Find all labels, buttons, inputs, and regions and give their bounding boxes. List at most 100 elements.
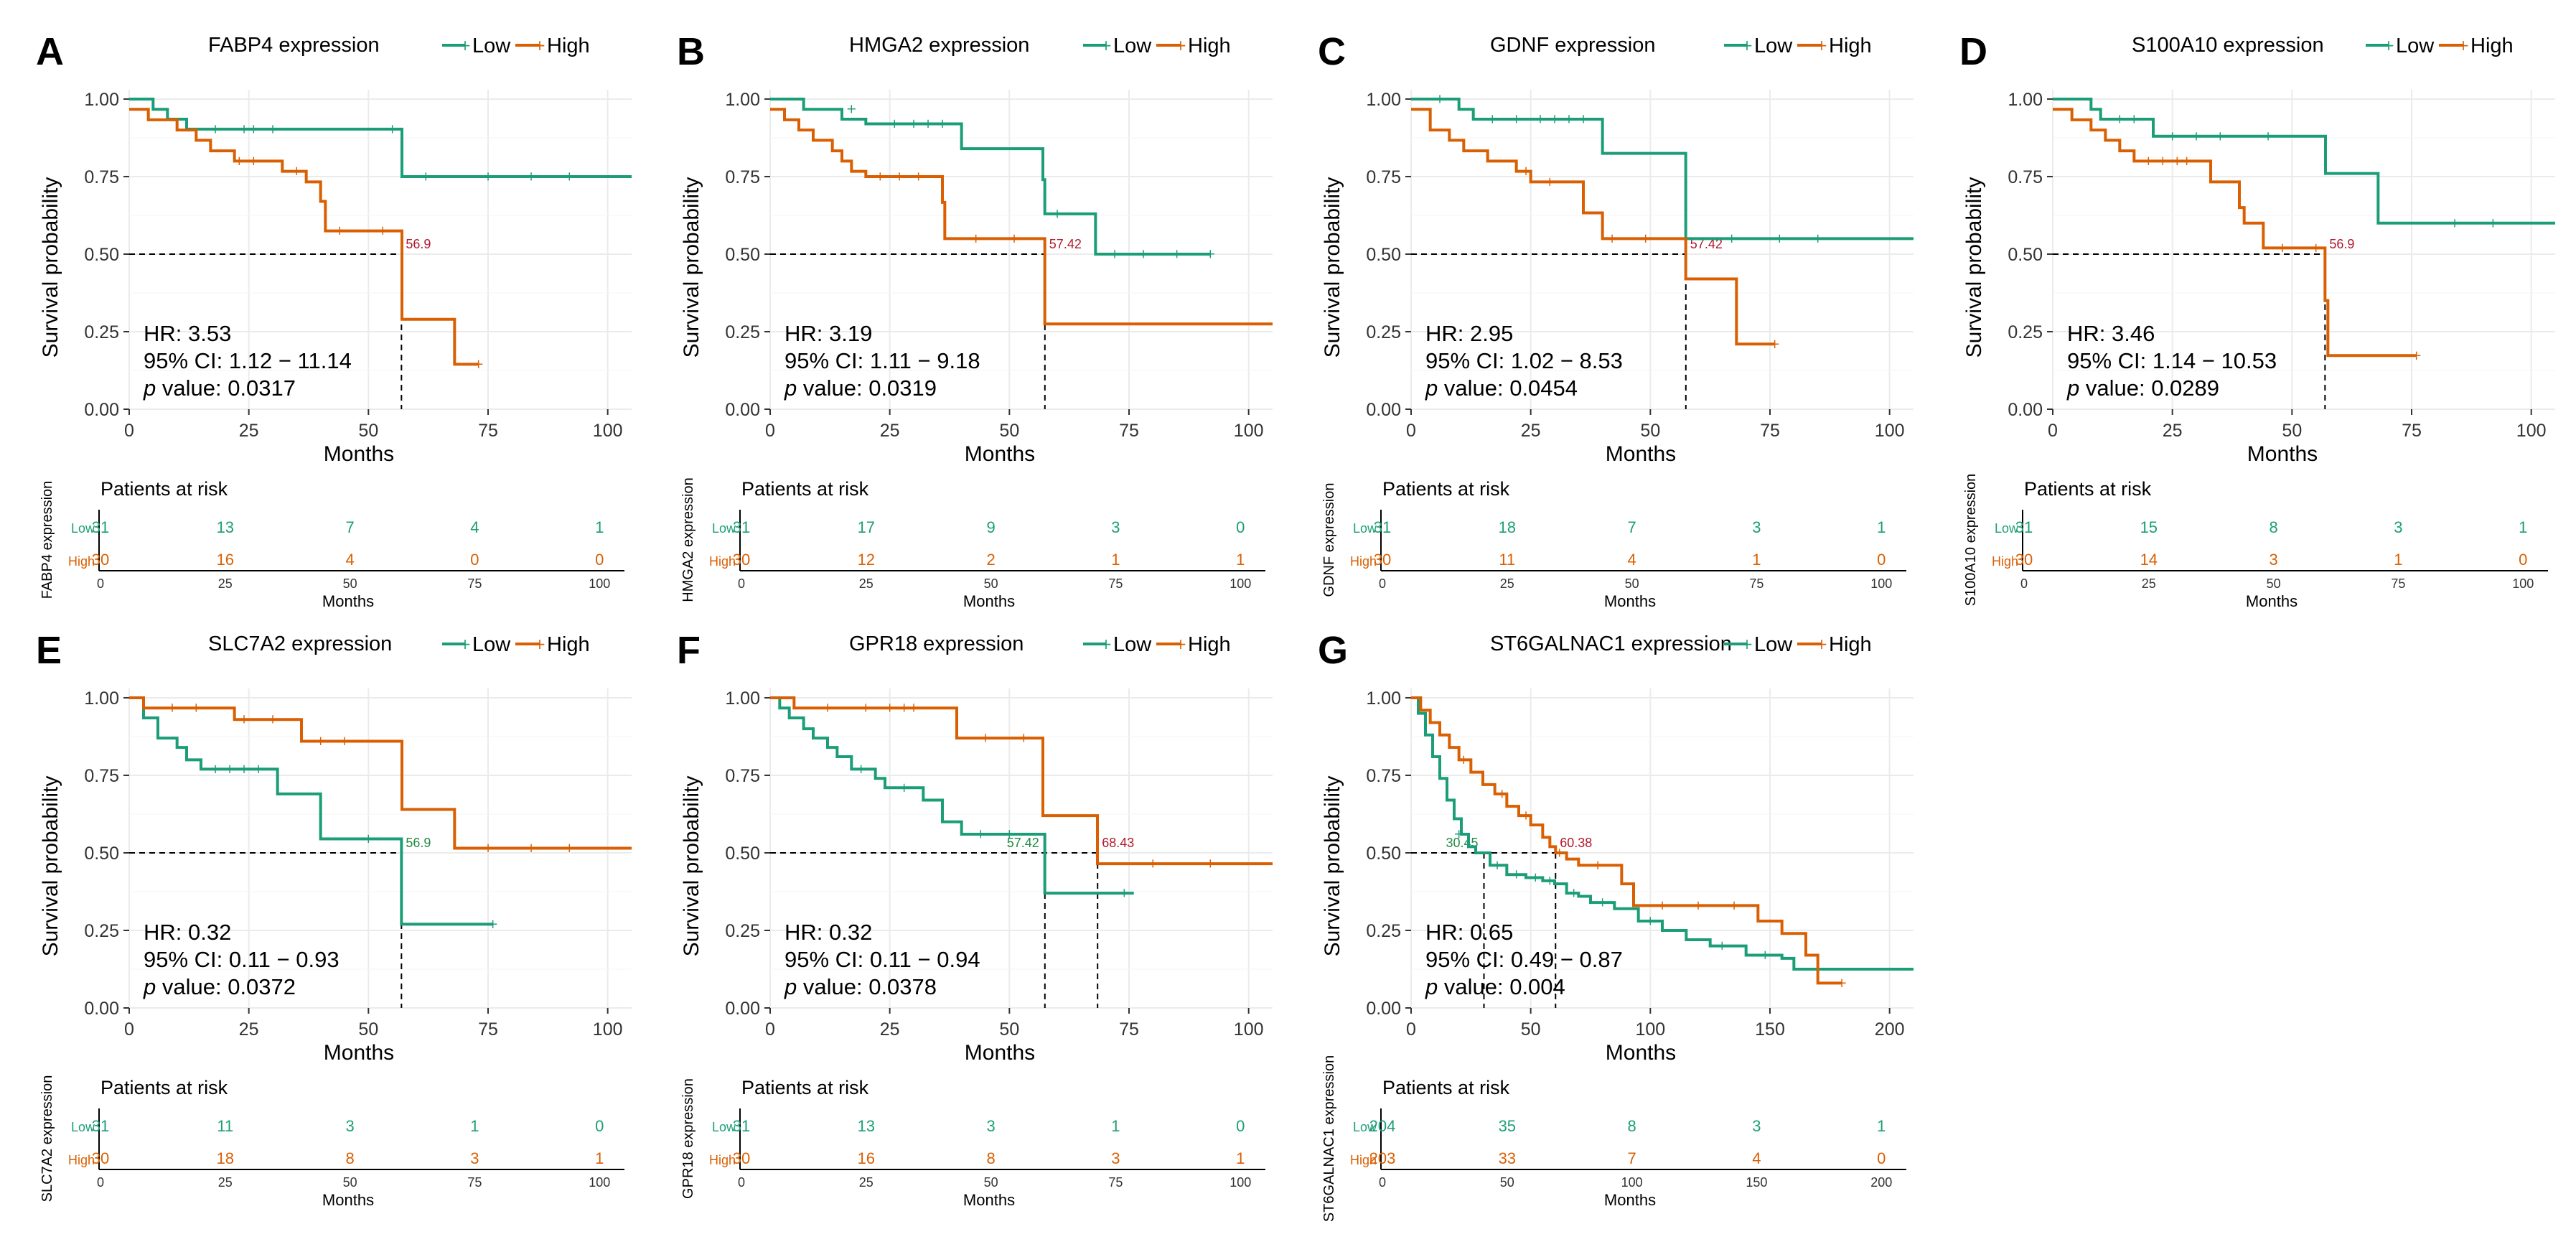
legend-low-label: Low [1113, 633, 1152, 656]
risk-count-low: 13 [858, 1117, 875, 1135]
y-tick-label: 0.25 [84, 322, 119, 342]
confidence-interval: 95% CI: 1.14 − 10.53 [2067, 348, 2277, 373]
risk-x-tick-label: 50 [343, 1175, 357, 1190]
gridlines [1410, 90, 1914, 410]
risk-count-low: 0 [595, 1117, 604, 1135]
risk-x-tick-label: 50 [2267, 576, 2281, 591]
y-tick-label: 0.00 [84, 999, 119, 1019]
risk-count-high: 1 [1236, 1149, 1245, 1167]
panel-label: A [36, 30, 64, 73]
y-tick-label: 0.75 [1366, 766, 1401, 786]
censor-mark-low: + [2449, 215, 2460, 230]
risk-count-high: 1 [595, 1149, 604, 1167]
censor-mark-low: + [1535, 112, 1545, 127]
risk-count-low: 18 [1499, 518, 1516, 536]
risk-count-high: 8 [986, 1149, 995, 1167]
p-value: p value: 0.0317 [143, 375, 296, 401]
censor-mark-high: + [1520, 808, 1531, 823]
risk-x-tick-label: 50 [984, 1175, 998, 1190]
x-tick-label: 0 [124, 1019, 134, 1040]
risk-x-tick-label: 100 [1621, 1175, 1643, 1190]
risk-count-low: 204 [1369, 1117, 1396, 1135]
risk-count-high: 7 [1627, 1149, 1636, 1167]
censor-mark-low: + [1511, 867, 1522, 882]
risk-x-axis-label: Months [322, 1191, 374, 1209]
p-value-symbol: p [143, 375, 156, 401]
km-chart-a: A FABP4 expression + Low + High0.000.250.500.… [36, 30, 632, 610]
y-tick-label: 0.25 [84, 921, 119, 941]
confidence-interval: 95% CI: 1.02 − 8.53 [1425, 348, 1623, 373]
risk-group-low: Low [1353, 1120, 1377, 1134]
legend-high-label: High [1829, 633, 1872, 656]
censor-mark-low: + [1726, 231, 1737, 246]
censor-mark-low: + [846, 102, 857, 117]
p-value-text: value: 0.0372 [156, 974, 296, 999]
risk-group-low: Low [71, 521, 95, 536]
risk-count-low: 4 [470, 518, 479, 536]
median-label: 56.9 [2329, 237, 2354, 251]
risk-x-tick-label: 0 [738, 576, 745, 591]
km-chart-d: D S100A10 expression + Low + High0.000.250.50… [1959, 30, 2555, 610]
risk-count-high: 203 [1369, 1149, 1396, 1167]
legend-low-label: Low [1754, 34, 1793, 57]
x-tick-label: 25 [2163, 421, 2183, 441]
curve-high [129, 696, 632, 850]
p-value: p value: 0.0319 [784, 375, 937, 401]
legend-low-marker: + [1100, 635, 1113, 653]
censor-mark-high: + [1728, 898, 1739, 913]
risk-table-title: Patients at risk [741, 1077, 869, 1098]
risk-count-high: 0 [595, 551, 604, 569]
censor-mark-low: + [922, 116, 933, 131]
risk-x-tick-label: 75 [1749, 576, 1764, 591]
risk-count-low: 15 [2140, 518, 2158, 536]
curve-low [1411, 696, 1914, 971]
legend-low-marker: + [2383, 37, 2395, 54]
risk-group-high: High [68, 1153, 95, 1167]
risk-x-tick-label: 50 [1625, 576, 1639, 591]
confidence-interval: 95% CI: 1.12 − 11.14 [144, 348, 352, 373]
p-value: p value: 0.0454 [1425, 375, 1578, 401]
km-panel-g: G ST6GALNAC1 expression + Low + High 0.00 0.25 0… [1282, 599, 1914, 1222]
km-chart-g: G ST6GALNAC1 expression + Low + High0.000.250… [1318, 629, 1914, 1222]
km-panel-e: E SLC7A2 expression + Low + High 0.00 0.25 0.50 0… [0, 599, 632, 1209]
censor-mark-low: + [1205, 246, 1216, 261]
censor-mark-low: + [482, 169, 493, 184]
hazard-ratio: HR: 0.32 [144, 920, 231, 945]
x-axis-label: Months [965, 1041, 1035, 1065]
km-chart-b: B HMGA2 expression + Low + High0.000.250.500.… [677, 30, 1273, 610]
hazard-ratio: HR: 3.46 [2067, 321, 2155, 346]
median-lines: 56.9 [2053, 237, 2354, 409]
risk-x-tick-label: 25 [2142, 576, 2156, 591]
gridlines [2052, 90, 2555, 410]
risk-count-low: 1 [595, 518, 604, 536]
y-tick-label: 0.00 [84, 400, 119, 420]
y-tick-label: 0.75 [2008, 167, 2043, 187]
y-axis-label: Survival probability [39, 177, 62, 358]
censor-mark-low: + [1052, 206, 1062, 221]
confidence-interval: 95% CI: 0.11 − 0.94 [784, 947, 980, 972]
x-tick-label: 25 [1521, 421, 1541, 441]
panel-label: G [1318, 629, 1348, 672]
x-tick-label: 0 [124, 421, 134, 441]
censor-mark-high: + [1018, 731, 1029, 746]
censor-mark-low: + [1511, 112, 1522, 127]
censor-mark-high: + [2143, 154, 2154, 169]
x-tick-label: 100 [1875, 421, 1905, 441]
curve-high [129, 108, 479, 366]
gridlines [769, 688, 1273, 1009]
censor-mark-high: + [1520, 164, 1531, 179]
y-tick-label: 0.50 [84, 245, 119, 265]
median-lines: 57.42 68.43 [770, 836, 1134, 1008]
legend-high-marker: + [534, 635, 546, 653]
y-tick-label: 1.00 [84, 688, 119, 709]
y-tick-label: 0.75 [725, 766, 760, 786]
risk-group-high: High [68, 554, 95, 569]
censor-mark-low: + [1119, 886, 1130, 901]
censor-mark-low: + [2488, 215, 2498, 230]
censor-mark-low: + [2167, 129, 2178, 144]
risk-count-high: 1 [1752, 551, 1761, 569]
censor-mark-high: + [167, 701, 177, 716]
y-tick-label: 1.00 [2008, 90, 2043, 110]
x-tick-label: 25 [880, 1019, 900, 1040]
legend-high-marker: + [534, 37, 546, 54]
